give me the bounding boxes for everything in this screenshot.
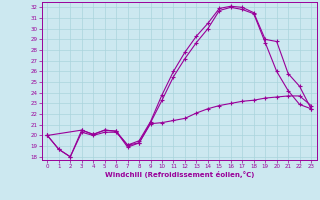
X-axis label: Windchill (Refroidissement éolien,°C): Windchill (Refroidissement éolien,°C) <box>105 171 254 178</box>
